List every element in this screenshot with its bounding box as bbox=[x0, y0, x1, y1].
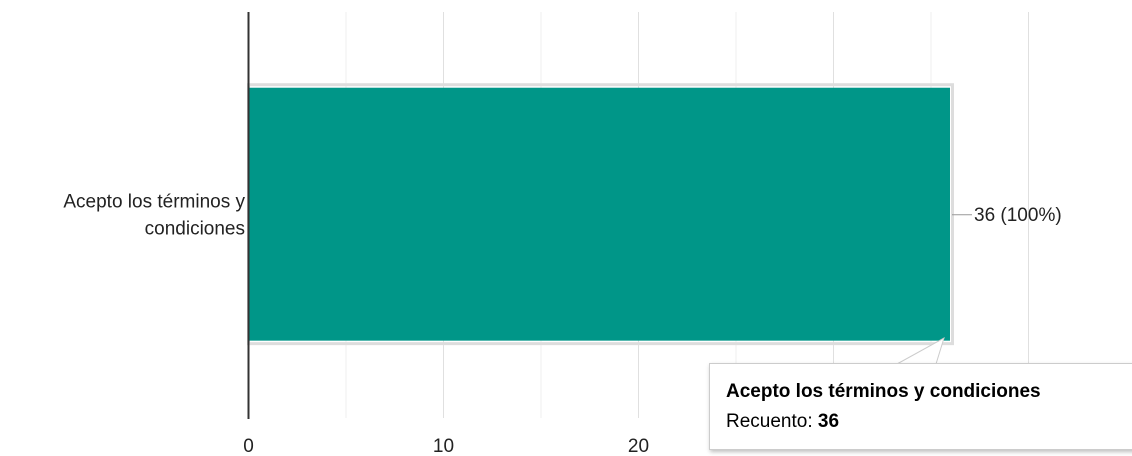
tooltip-count: Recuento: 36 bbox=[726, 409, 1132, 435]
category-label: Acepto los términos y bbox=[63, 192, 245, 213]
tooltip-count-label: Recuento: bbox=[726, 411, 813, 432]
x-tick-label: 20 bbox=[628, 436, 649, 456]
x-axis-ticks: 0 10 20 bbox=[243, 436, 649, 456]
category-label: condiciones bbox=[145, 219, 245, 240]
bars bbox=[247, 83, 954, 346]
data-labels: 36 (100%) bbox=[952, 205, 1062, 226]
x-tick-label: 0 bbox=[243, 436, 254, 456]
x-tick-label: 10 bbox=[433, 436, 454, 456]
bar bbox=[249, 87, 950, 341]
data-label: 36 (100%) bbox=[974, 205, 1062, 226]
category-labels: Acepto los términos y condiciones bbox=[63, 192, 245, 240]
tooltip-title: Acepto los términos y condiciones bbox=[726, 381, 1041, 402]
tooltip-count-value: 36 bbox=[817, 411, 840, 432]
tooltip: Acepto los términos y condiciones Recuen… bbox=[709, 363, 1132, 450]
